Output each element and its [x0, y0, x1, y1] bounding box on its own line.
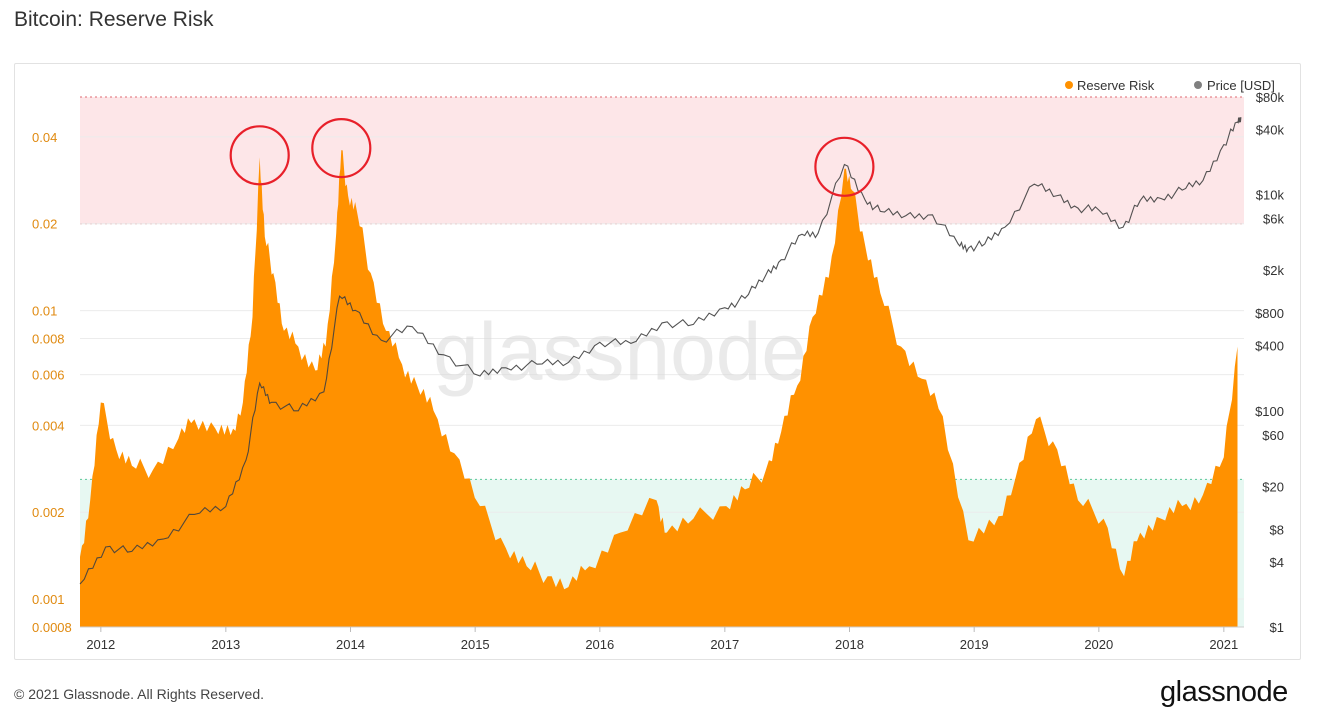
- price-line-group: [79, 117, 1242, 585]
- left-tick-label: 0.008: [32, 332, 65, 347]
- chart-frame: [14, 63, 1301, 660]
- x-tick-label: 2015: [461, 637, 490, 652]
- x-tick-label: 2018: [835, 637, 864, 652]
- left-tick-label: 0.002: [32, 505, 65, 520]
- left-tick-label: 0.0008: [32, 620, 72, 635]
- x-tick-label: 2016: [585, 637, 614, 652]
- page-title: Bitcoin: Reserve Risk: [14, 8, 214, 31]
- left-tick-label: 0.04: [32, 130, 57, 145]
- price-line: [79, 117, 1242, 585]
- reserve-risk-area: [80, 150, 1238, 627]
- right-tick-label: $6k: [1263, 212, 1284, 227]
- x-tick-label: 2012: [86, 637, 115, 652]
- right-tick-label: $80k: [1256, 90, 1285, 105]
- legend-label-price[interactable]: Price [USD]: [1207, 78, 1275, 93]
- zone-high: [80, 97, 1244, 224]
- legend-dot-price: [1194, 81, 1202, 89]
- right-tick-label: $8: [1270, 522, 1284, 537]
- legend: Reserve Risk Price [USD]: [1065, 78, 1275, 93]
- peak-circle-1: [229, 125, 290, 186]
- watermark: glassnode: [433, 307, 807, 398]
- peak-circle-2: [311, 118, 372, 179]
- right-tick-label: $20: [1262, 479, 1284, 494]
- right-tick-label: $2k: [1263, 263, 1284, 278]
- right-tick-label: $4: [1270, 555, 1284, 570]
- right-tick-label: $100: [1255, 404, 1284, 419]
- left-tick-label: 0.004: [32, 418, 65, 433]
- peak-circle-3: [814, 136, 875, 197]
- left-tick-label: 0.006: [32, 368, 65, 383]
- left-tick-label: 0.01: [32, 304, 57, 319]
- x-axis: 2012 2013 2014 2015 2016 2017 2018 2019 2020 2021: [80, 626, 1244, 652]
- left-tick-label: 0.001: [32, 592, 65, 607]
- x-tick-label: 2019: [960, 637, 989, 652]
- left-tick-label: 0.02: [32, 217, 57, 232]
- right-tick-label: $40k: [1256, 123, 1285, 138]
- reserve-risk-chart: glassnode 0.040.020.010.0080.0060.0040.0…: [32, 78, 1284, 652]
- highlight-circles: [229, 118, 875, 197]
- legend-label-reserve-risk[interactable]: Reserve Risk: [1077, 78, 1155, 93]
- right-axis: $80k $40k $10k $6k $2k $800 $400 $100 $60 $20 $8 $4…: [1255, 90, 1284, 635]
- right-tick-label: $400: [1255, 339, 1284, 354]
- x-tick-label: 2020: [1084, 637, 1113, 652]
- x-tick-label: 2014: [336, 637, 365, 652]
- right-tick-label: $60: [1262, 428, 1284, 443]
- right-tick-label: $10k: [1256, 188, 1285, 203]
- x-tick-label: 2021: [1209, 637, 1238, 652]
- legend-dot-reserve-risk: [1065, 81, 1073, 89]
- left-axis: 0.04 0.02 0.01 0.008 0.006 0.004 0.002 0.001 0.0…: [32, 130, 72, 635]
- copyright-text: © 2021 Glassnode. All Rights Reserved.: [14, 686, 265, 702]
- x-tick-label: 2017: [710, 637, 739, 652]
- right-tick-label: $1: [1270, 620, 1284, 635]
- glassnode-logo[interactable]: glassnode: [1160, 676, 1288, 708]
- x-tick-label: 2013: [211, 637, 240, 652]
- right-tick-label: $800: [1255, 306, 1284, 321]
